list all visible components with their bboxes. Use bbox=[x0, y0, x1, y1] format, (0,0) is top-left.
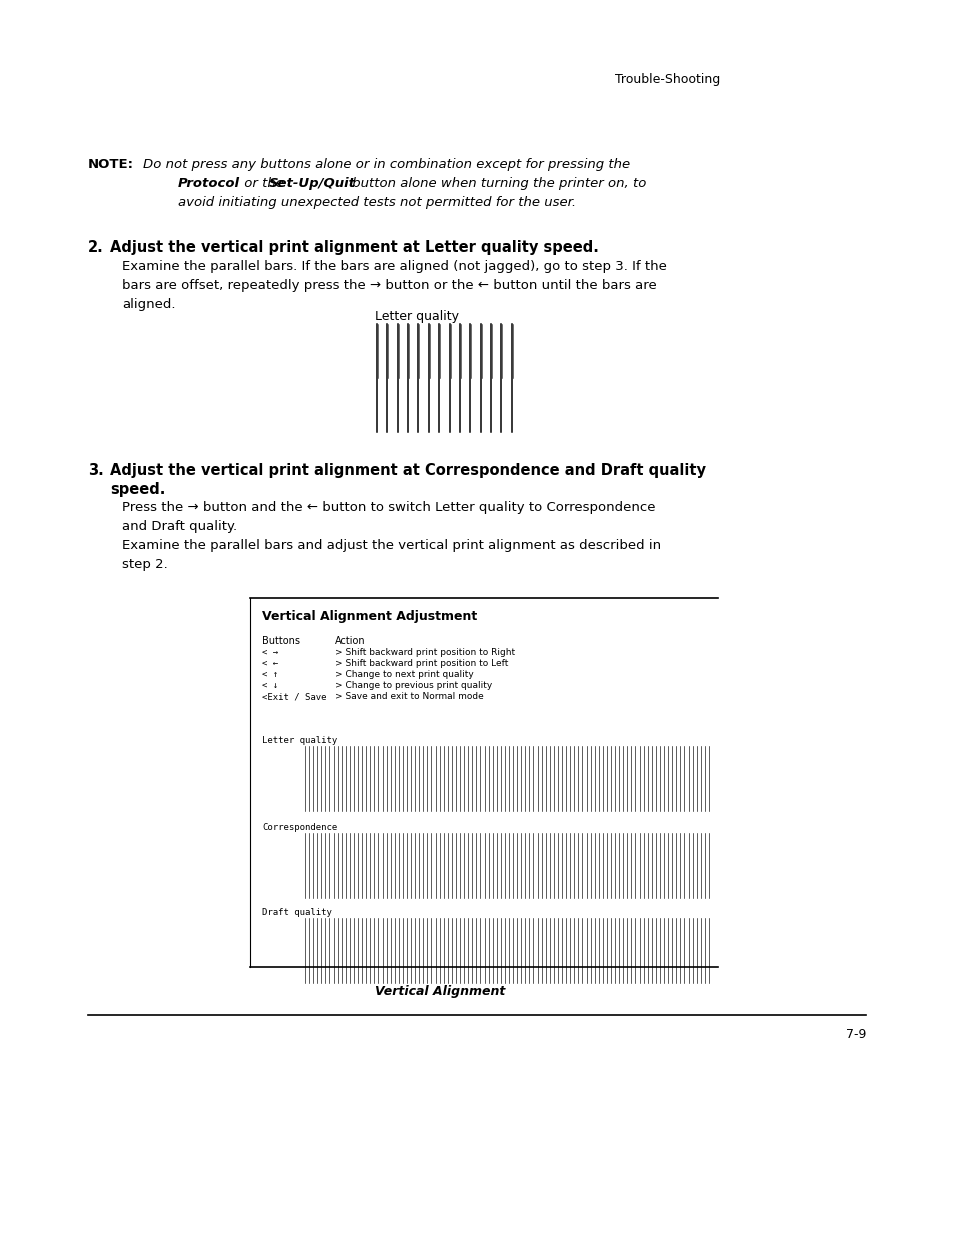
Text: > Change to next print quality: > Change to next print quality bbox=[335, 671, 474, 679]
Text: Set-Up/Quit: Set-Up/Quit bbox=[269, 177, 355, 190]
Text: Adjust the vertical print alignment at Letter quality speed.: Adjust the vertical print alignment at L… bbox=[110, 240, 598, 254]
Text: Protocol: Protocol bbox=[178, 177, 240, 190]
Text: Do not press any buttons alone or in combination except for pressing the: Do not press any buttons alone or in com… bbox=[143, 158, 630, 170]
Text: 3.: 3. bbox=[88, 463, 104, 478]
Text: Adjust the vertical print alignment at Correspondence and Draft quality: Adjust the vertical print alignment at C… bbox=[110, 463, 705, 478]
Text: button alone when turning the printer on, to: button alone when turning the printer on… bbox=[348, 177, 646, 190]
Text: speed.: speed. bbox=[110, 482, 165, 496]
Text: < ↓: < ↓ bbox=[262, 680, 278, 690]
Text: Buttons: Buttons bbox=[262, 636, 299, 646]
Text: Vertical Alignment: Vertical Alignment bbox=[375, 986, 505, 998]
Text: avoid initiating unexpected tests not permitted for the user.: avoid initiating unexpected tests not pe… bbox=[178, 196, 576, 209]
Text: > Save and exit to Normal mode: > Save and exit to Normal mode bbox=[335, 692, 483, 701]
Text: or the: or the bbox=[240, 177, 288, 190]
Text: <Exit / Save: <Exit / Save bbox=[262, 692, 326, 701]
Text: < →: < → bbox=[262, 648, 278, 657]
Text: Letter quality: Letter quality bbox=[262, 736, 337, 745]
Text: > Shift backward print position to Left: > Shift backward print position to Left bbox=[335, 659, 508, 668]
Text: and Draft quality.: and Draft quality. bbox=[122, 520, 237, 534]
Text: > Shift backward print position to Right: > Shift backward print position to Right bbox=[335, 648, 515, 657]
Text: > Change to previous print quality: > Change to previous print quality bbox=[335, 680, 492, 690]
Text: < ↑: < ↑ bbox=[262, 671, 278, 679]
Text: step 2.: step 2. bbox=[122, 558, 168, 571]
Text: aligned.: aligned. bbox=[122, 298, 175, 311]
Text: bars are offset, repeatedly press the → button or the ← button until the bars ar: bars are offset, repeatedly press the → … bbox=[122, 279, 656, 291]
Text: Letter quality: Letter quality bbox=[375, 310, 458, 324]
Text: Press the → button and the ← button to switch Letter quality to Correspondence: Press the → button and the ← button to s… bbox=[122, 501, 655, 514]
Text: NOTE:: NOTE: bbox=[88, 158, 133, 170]
Text: < ←: < ← bbox=[262, 659, 278, 668]
Text: 7-9: 7-9 bbox=[844, 1028, 865, 1041]
Text: Examine the parallel bars and adjust the vertical print alignment as described i: Examine the parallel bars and adjust the… bbox=[122, 538, 660, 552]
Text: Examine the parallel bars. If the bars are aligned (not jagged), go to step 3. I: Examine the parallel bars. If the bars a… bbox=[122, 261, 666, 273]
Text: Action: Action bbox=[335, 636, 365, 646]
Text: Trouble-Shooting: Trouble-Shooting bbox=[615, 73, 720, 86]
Text: Draft quality: Draft quality bbox=[262, 908, 332, 918]
Text: Vertical Alignment Adjustment: Vertical Alignment Adjustment bbox=[262, 610, 476, 622]
Text: 2.: 2. bbox=[88, 240, 104, 254]
Text: Correspondence: Correspondence bbox=[262, 823, 337, 832]
